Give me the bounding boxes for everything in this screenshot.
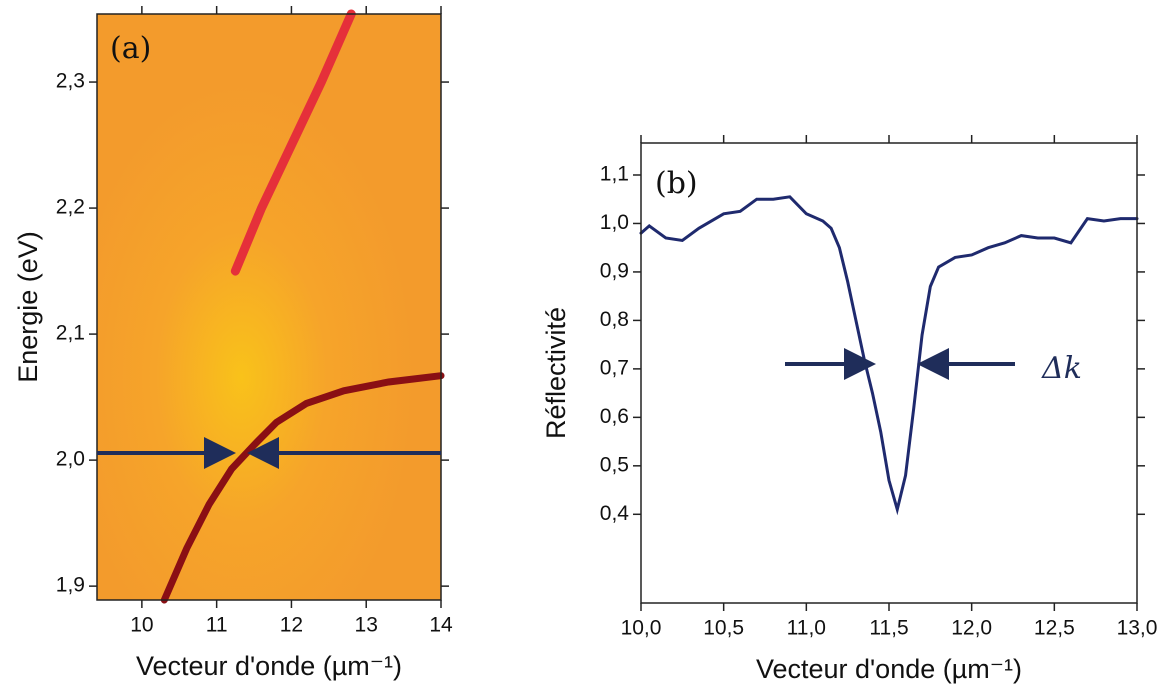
y-tick-label: 0,9 (600, 259, 629, 282)
y-tick-label: 1,0 (600, 211, 629, 234)
x-axis-label: Vecteur d'onde (µm⁻¹) (756, 654, 1022, 684)
x-tick-label: 10,0 (621, 617, 662, 640)
y-tick-label: 1,9 (56, 574, 85, 597)
y-tick-label: 2,0 (56, 448, 85, 471)
x-tick-label: 13 (355, 614, 378, 637)
plot-frame (96, 13, 442, 601)
y-tick-label: 2,1 (56, 322, 85, 345)
x-tick-label: 12 (280, 614, 303, 637)
panel-label: (b) (655, 166, 698, 201)
y-axis-label: Réflectivité (541, 307, 571, 439)
x-tick-label: 11,0 (787, 617, 826, 640)
x-tick-label: 11,5 (869, 617, 908, 640)
x-tick-label: 14 (429, 614, 453, 637)
y-tick-label: 2,3 (56, 70, 85, 93)
heatmap-background (97, 14, 441, 600)
y-tick-label: 0,4 (600, 502, 630, 525)
y-axis-label: Energie (eV) (13, 231, 43, 383)
panel-a: 10 11 12 13 14 1,9 2,0 2,1 2,2 2,3 Vecteur d'onde … (13, 6, 453, 681)
y-tick-label: 0,8 (600, 308, 629, 331)
y-tick-label: 0,7 (600, 356, 629, 379)
y-tick-label: 1,1 (600, 163, 629, 186)
data-line (639, 195, 1139, 516)
panel-b: 10,0 10,5 11,0 11,5 12,0 12,5 13,0 0,4 0,5 0,6 0,7… (541, 135, 1157, 684)
x-tick-label: 12,0 (951, 617, 992, 640)
data-line (230, 9, 356, 276)
x-tick-label: 12,5 (1034, 617, 1075, 640)
x-tick-label: 13,0 (1117, 617, 1158, 640)
panel-label: (a) (110, 31, 151, 66)
x-tick-label: 10,5 (703, 617, 744, 640)
y-tick-label: 2,2 (56, 196, 85, 219)
y-tick-label: 0,6 (600, 405, 629, 428)
annotation: Δk (1041, 351, 1082, 386)
y-tick-label: 0,5 (600, 453, 629, 476)
data-line (160, 372, 445, 604)
x-tick-label: 11 (206, 614, 228, 637)
x-tick-label: 10 (130, 614, 153, 637)
x-axis-label: Vecteur d'onde (µm⁻¹) (136, 651, 402, 681)
arrows (97, 348, 1015, 469)
